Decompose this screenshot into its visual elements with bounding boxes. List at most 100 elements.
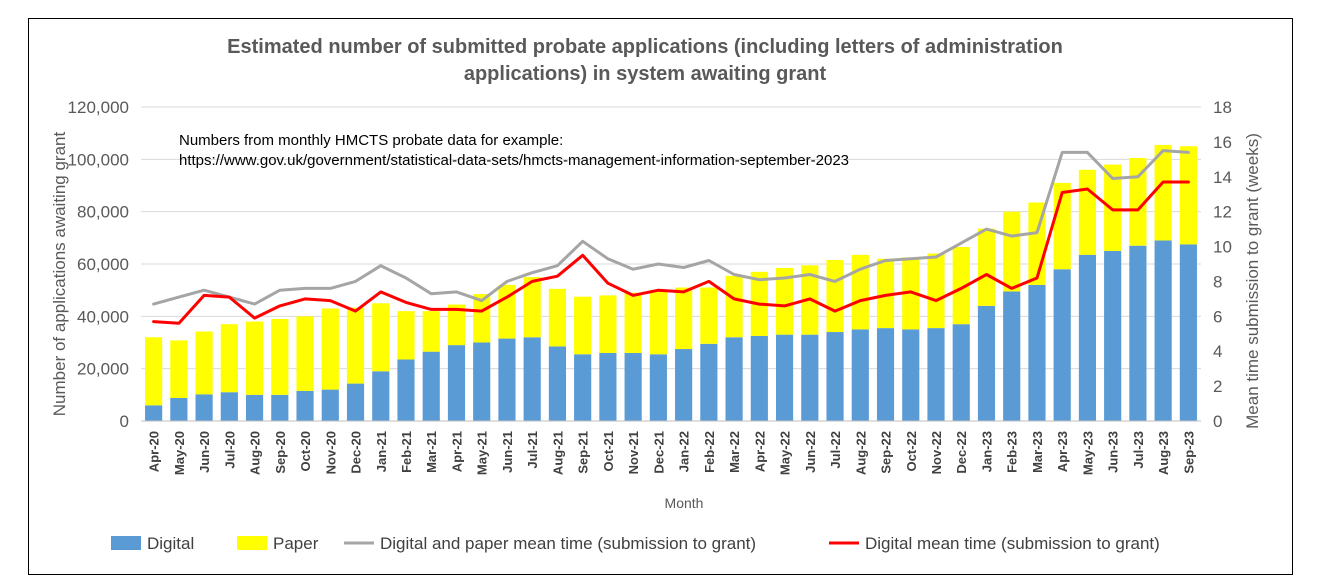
y2-tick-label: 12 — [1213, 203, 1232, 222]
y2-tick-label: 14 — [1213, 168, 1232, 187]
bar-paper — [1078, 169, 1097, 255]
axes-group: 0 20,000 40,000 60,000 80,000 100,000 120,000 0… — [68, 98, 1232, 475]
legend-label: Paper — [273, 534, 319, 553]
bar-paper — [447, 304, 466, 346]
x-tick-label: Aug-23 — [1156, 431, 1171, 475]
chart-title-line-2: applications) in system awaiting grant — [464, 63, 827, 85]
bar-paper — [574, 296, 592, 355]
y-tick-label: 100,000 — [68, 150, 129, 169]
bar-digital — [851, 329, 869, 421]
bar-digital — [447, 345, 466, 421]
bars-group — [145, 144, 1197, 421]
bar-paper — [599, 295, 617, 353]
x-tick-label: Apr-22 — [752, 431, 767, 472]
chart-title-line-1: Estimated number of submitted probate ap… — [227, 36, 1063, 58]
bar-digital — [902, 329, 920, 421]
bar-digital — [826, 332, 844, 421]
x-tick-label: Apr-23 — [1055, 431, 1070, 472]
bar-digital — [801, 334, 819, 421]
bar-paper — [649, 290, 667, 355]
legend-label: Digital — [147, 534, 194, 553]
bar-digital — [473, 342, 491, 421]
chart-frame: 0 20,000 40,000 60,000 80,000 100,000 120,000 0… — [28, 18, 1293, 575]
x-tick-label: Sep-21 — [576, 431, 591, 474]
y2-tick-label: 0 — [1213, 412, 1222, 431]
x-tick-label: Sep-22 — [879, 431, 894, 474]
bar-paper — [927, 253, 945, 329]
bar-digital — [372, 371, 390, 421]
line-digital-mean-time-submission-to-grant- — [152, 180, 1190, 325]
bar-paper — [1104, 164, 1122, 251]
x-tick-label: Jan-23 — [979, 431, 994, 472]
bar-digital — [649, 354, 667, 421]
x-tick-label: Jun-23 — [1106, 431, 1121, 473]
y-axis-label: Number of applications awaiting grant — [50, 132, 69, 417]
x-tick-label: Apr-20 — [147, 431, 162, 472]
bar-paper — [1003, 211, 1021, 292]
y2-tick-label: 8 — [1213, 272, 1222, 291]
bar-digital — [750, 335, 768, 421]
y2-tick-label: 4 — [1213, 342, 1222, 361]
y2-tick-label: 6 — [1213, 307, 1222, 326]
bar-digital — [145, 405, 163, 421]
bar-digital — [1003, 291, 1021, 421]
bar-digital — [548, 346, 567, 421]
y2-tick-label: 16 — [1213, 133, 1232, 152]
bar-paper — [826, 260, 844, 333]
gridlines — [141, 106, 1201, 422]
bar-paper — [397, 311, 415, 360]
bar-digital — [321, 389, 339, 421]
x-tick-label: Apr-21 — [449, 431, 464, 472]
legend-label: Digital mean time (submission to grant) — [865, 534, 1160, 553]
x-tick-label: Aug-22 — [853, 431, 868, 475]
y-tick-label: 120,000 — [68, 98, 129, 117]
bar-paper — [675, 287, 693, 350]
bar-digital — [1028, 284, 1046, 421]
bar-paper — [1154, 144, 1172, 241]
bar-digital — [977, 305, 996, 421]
y2-tick-label: 18 — [1213, 98, 1232, 117]
bar-paper — [725, 275, 743, 338]
bar-digital — [927, 328, 945, 421]
x-tick-label: Jan-21 — [374, 431, 389, 472]
bar-digital — [574, 354, 592, 421]
bar-paper — [473, 294, 491, 343]
bar-paper — [952, 246, 970, 325]
x-tick-label: Dec-22 — [954, 431, 969, 474]
lines-group — [152, 149, 1190, 325]
x-tick-label: Jun-21 — [500, 431, 515, 473]
legend-swatch — [111, 536, 141, 550]
bar-paper — [245, 321, 264, 395]
bar-paper — [422, 311, 440, 352]
bar-digital — [725, 337, 743, 421]
x-tick-label: Dec-20 — [349, 431, 364, 474]
y-tick-label: 80,000 — [77, 203, 129, 222]
bar-digital — [296, 390, 314, 421]
annotation-line-2: https://www.gov.uk/government/statistica… — [179, 152, 849, 169]
x-tick-label: Feb-21 — [399, 431, 414, 473]
bar-digital — [422, 351, 440, 421]
bar-paper — [700, 287, 718, 344]
bar-digital — [397, 359, 415, 421]
y-tick-label: 60,000 — [77, 255, 129, 274]
bar-paper — [977, 228, 996, 306]
bar-digital — [1179, 244, 1197, 421]
x-tick-label: Jul-20 — [222, 431, 237, 469]
bar-paper — [624, 292, 642, 353]
bar-digital — [1053, 269, 1071, 421]
bar-paper — [296, 316, 314, 391]
bar-digital — [170, 397, 188, 421]
y-tick-label: 0 — [120, 412, 129, 431]
x-axis-label: Month — [665, 495, 704, 511]
x-tick-label: Jul-21 — [525, 431, 540, 469]
bar-paper — [170, 340, 188, 398]
x-tick-label: Mar-21 — [424, 431, 439, 473]
x-tick-label: Jul-23 — [1131, 431, 1146, 469]
bar-digital — [700, 343, 718, 421]
x-tick-label: Nov-20 — [323, 431, 338, 474]
x-tick-label: Jul-22 — [828, 431, 843, 469]
bar-digital — [952, 324, 970, 421]
x-tick-label: Nov-22 — [929, 431, 944, 474]
bar-digital — [1129, 245, 1147, 421]
bar-digital — [245, 394, 264, 421]
